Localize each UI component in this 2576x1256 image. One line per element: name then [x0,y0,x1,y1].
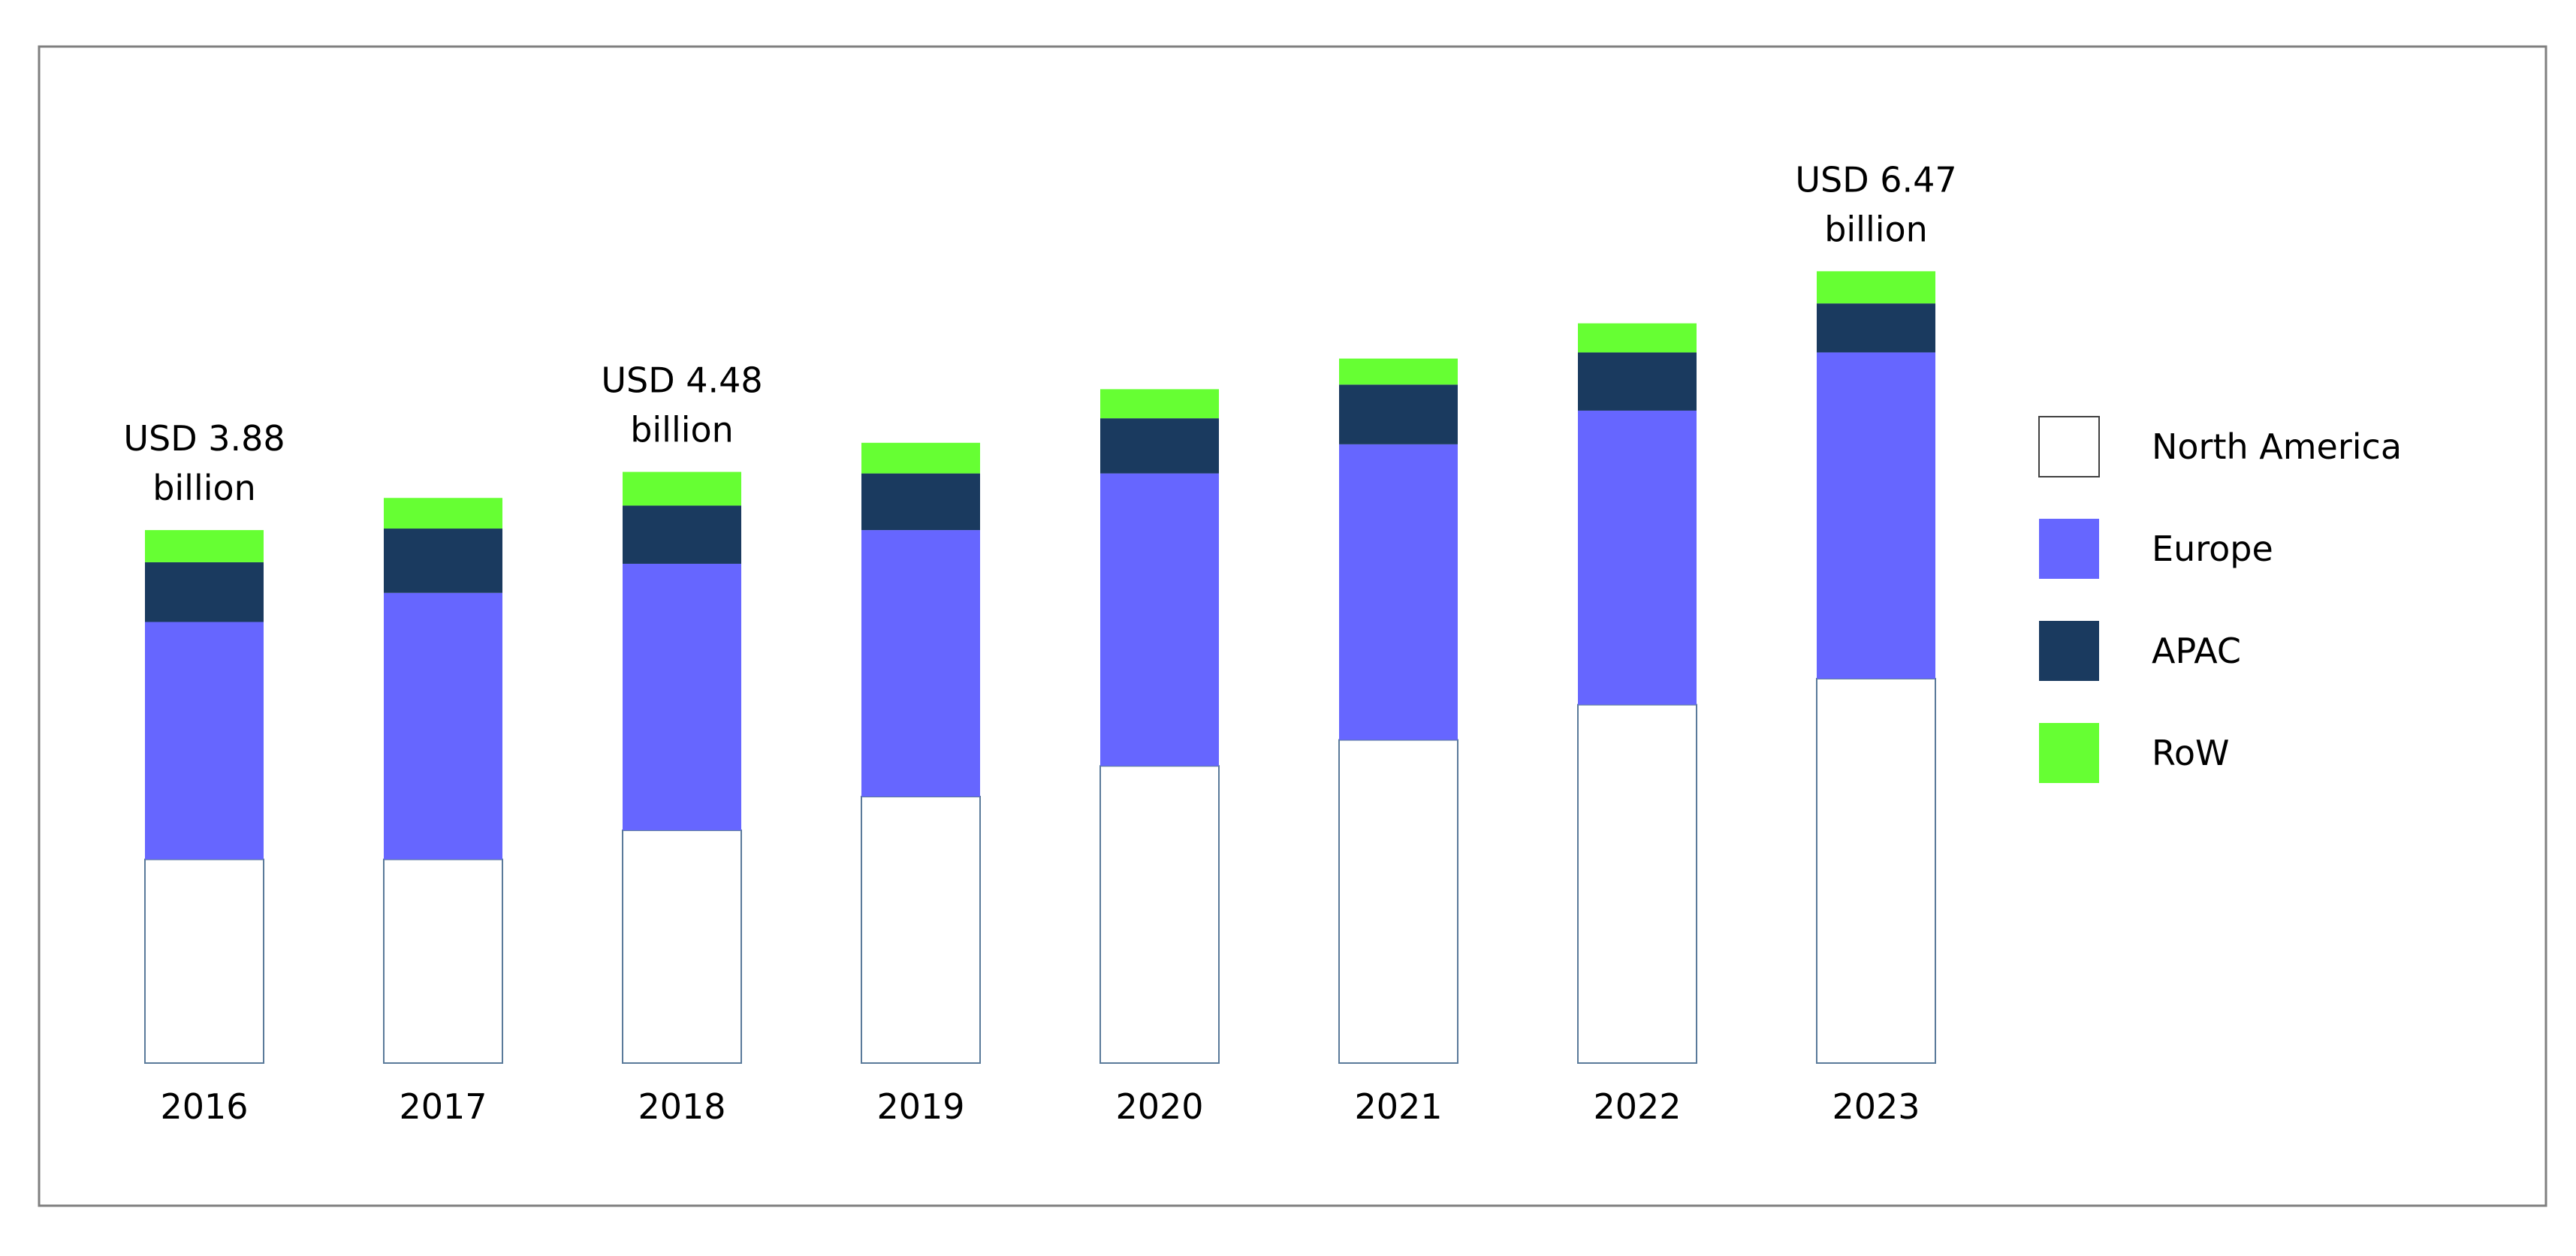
bar-apac-2023 [1817,303,1935,353]
value-annotation-2016-line-2: billion [152,468,256,508]
x-tick-label-2021: 2021 [1354,1086,1442,1127]
value-annotation-2018-line-1: USD 4.48 [601,360,762,401]
bar-north-america-2023 [1816,677,1936,1064]
value-annotation-2023-line-2: billion [1824,209,1928,249]
legend: North America Europe APAC RoW [2038,416,2402,783]
bar-north-america-2019 [861,796,981,1065]
bar-row-2019 [861,442,980,474]
bar-europe-2019 [861,530,980,797]
legend-label-apac: APAC [2152,631,2241,671]
bar-europe-2018 [623,563,741,830]
legend-swatch-apac [2039,621,2099,681]
x-tick-label-2018: 2018 [638,1086,725,1127]
bar-row-2020 [1100,389,1219,419]
x-tick-label-2019: 2019 [876,1086,964,1127]
bar-apac-2018 [623,505,741,564]
bar-north-america-2020 [1099,765,1220,1064]
bar-apac-2021 [1339,384,1458,444]
x-tick-label-2017: 2017 [399,1086,487,1127]
bar-europe-2022 [1578,410,1697,705]
value-annotation-2016-line-1: USD 3.88 [123,418,285,459]
legend-label-europe: Europe [2152,529,2273,569]
bar-north-america-2017 [383,858,503,1065]
bar-row-2018 [623,471,741,506]
x-tick-label-2020: 2020 [1115,1086,1203,1127]
bar-apac-2019 [861,473,980,531]
bar-north-america-2021 [1338,739,1458,1064]
legend-label-north-america: North America [2152,426,2402,467]
bar-row-2017 [384,498,502,529]
legend-swatch-row [2039,723,2099,783]
bar-europe-2021 [1339,444,1458,740]
bar-apac-2022 [1578,352,1697,411]
labels-layer: 2016 2017 2018 2019 2020 2021 2022 2023 USD 3.88… [123,159,1956,1127]
bar-apac-2017 [384,529,502,593]
bar-europe-2017 [384,592,502,860]
x-tick-label-2022: 2022 [1593,1086,1681,1127]
x-tick-label-2023: 2023 [1832,1086,1920,1127]
value-annotation-2023-line-1: USD 6.47 [1795,159,1956,200]
x-tick-label-2016: 2016 [160,1086,248,1127]
legend-swatch-north-america [2038,416,2100,477]
bar-europe-2016 [145,622,264,860]
bar-row-2022 [1578,323,1697,353]
bars-layer [144,271,1936,1065]
bar-row-2016 [145,530,264,562]
value-annotation-2018-line-2: billion [630,410,734,450]
legend-swatch-europe [2039,519,2099,579]
bar-europe-2020 [1100,473,1219,767]
bar-north-america-2018 [622,829,742,1065]
bar-apac-2016 [145,562,264,622]
bar-north-america-2022 [1577,703,1697,1064]
bar-row-2021 [1339,358,1458,385]
bar-apac-2020 [1100,418,1219,474]
bar-row-2023 [1817,271,1935,304]
bar-north-america-2016 [144,858,264,1065]
legend-label-row: RoW [2152,733,2230,773]
bar-europe-2023 [1817,352,1935,679]
